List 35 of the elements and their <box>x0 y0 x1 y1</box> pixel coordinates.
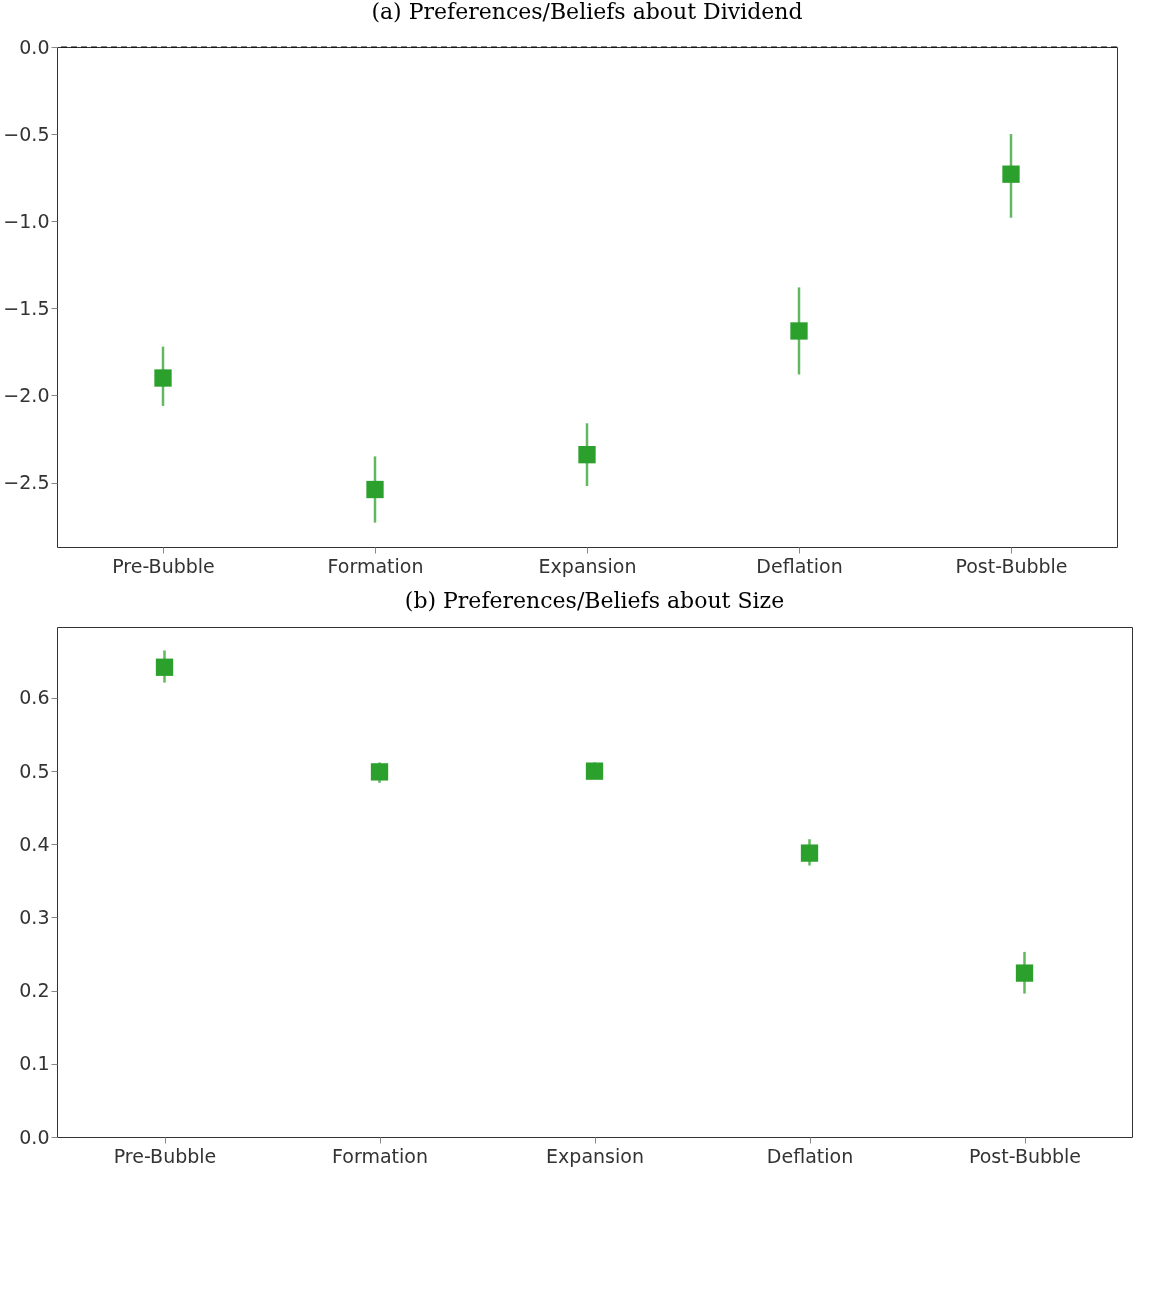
x-tick-label: Pre-Bubble <box>112 554 215 577</box>
y-tick-label: 0.4 <box>19 832 50 855</box>
chart-title: (a) Preferences/Beliefs about Dividend <box>371 0 803 24</box>
point <box>155 658 174 676</box>
point <box>578 446 596 464</box>
chart-title: (b) Preferences/Beliefs about Size <box>404 588 785 613</box>
x-tick-label: Post-Bubble <box>968 1144 1082 1167</box>
y-tick-label: −0.5 <box>3 122 50 145</box>
y-tick-label: 0.1 <box>19 1052 50 1075</box>
x-tick-label: Deflation <box>766 1144 854 1167</box>
y-tick-label: 0.0 <box>19 1125 50 1148</box>
point <box>585 762 604 780</box>
y-tick-label: 0.6 <box>19 686 50 709</box>
y-tick-label: 0.2 <box>19 979 50 1002</box>
point <box>800 844 819 862</box>
y-tick-label: −2.5 <box>3 471 50 494</box>
x-tick-label: Post-Bubble <box>955 554 1068 577</box>
x-tick-label: Formation <box>327 554 424 577</box>
point <box>790 322 808 340</box>
y-tick-label: −1.5 <box>3 296 50 319</box>
point <box>366 480 384 499</box>
point <box>154 369 172 387</box>
y-tick-label: 0.0 <box>19 35 50 58</box>
x-tick-label: Formation <box>332 1144 428 1167</box>
y-tick-label: 0.5 <box>19 759 50 782</box>
point <box>1002 165 1020 183</box>
x-tick-label: Deflation <box>756 554 843 577</box>
x-tick-label: Expansion <box>538 554 637 577</box>
y-tick-label: −2.0 <box>3 383 50 406</box>
x-tick-label: Pre-Bubble <box>113 1144 217 1167</box>
x-tick-label: Expansion <box>546 1144 644 1167</box>
y-tick-label: −1.0 <box>3 209 50 232</box>
point <box>1015 964 1034 982</box>
point <box>370 763 389 781</box>
y-tick-label: 0.3 <box>19 905 50 928</box>
